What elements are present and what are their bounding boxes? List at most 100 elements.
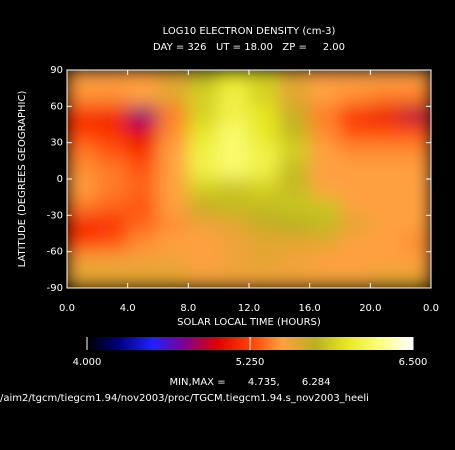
heat-cell (96, 87, 129, 107)
heat-cell (369, 70, 402, 89)
heat-cell (96, 214, 129, 234)
heat-cell (369, 160, 402, 180)
heat-cell (157, 160, 189, 180)
x-tick-label: 12.0 (238, 303, 260, 314)
min-max: MIN,MAX = 4.735, 6.284 (169, 377, 330, 388)
heat-cell (339, 142, 371, 162)
heat-cell (369, 269, 402, 288)
heat-cell (400, 233, 431, 253)
heat-cell (248, 178, 280, 198)
heat-cell (187, 105, 220, 125)
heat-cell (369, 142, 402, 162)
y-tick-label: -90 (47, 283, 63, 294)
heat-cell (67, 70, 98, 89)
heat-cell (400, 178, 431, 198)
heat-cell (157, 124, 189, 144)
heat-cell (218, 178, 250, 198)
heat-cell (309, 233, 341, 253)
chart-title: LOG10 ELECTRON DENSITY (cm-3) (163, 26, 336, 37)
heat-cell (67, 160, 98, 180)
heat-cell (278, 70, 311, 89)
heat-cell (248, 160, 280, 180)
heat-cell (309, 269, 341, 288)
x-tick-label: 20.0 (359, 303, 381, 314)
heat-cell (369, 105, 402, 125)
heat-cell (400, 214, 431, 234)
heat-cell (96, 178, 129, 198)
colorbar-label: 6.500 (399, 357, 428, 368)
heat-cell (339, 178, 371, 198)
x-tick-label: 8.0 (180, 303, 196, 314)
heat-cell (339, 124, 371, 144)
heat-cell (369, 178, 402, 198)
heat-cell (400, 105, 431, 125)
y-tick-label: -60 (47, 247, 63, 258)
heat-cell (339, 70, 371, 89)
heat-cell (369, 124, 402, 144)
heat-cell (127, 269, 159, 288)
heat-cell (278, 178, 311, 198)
x-tick-label: 4.0 (120, 303, 136, 314)
heat-cell (157, 214, 189, 234)
heat-cell (187, 142, 220, 162)
heat-cell (218, 142, 250, 162)
heat-cell (400, 142, 431, 162)
heat-cell (67, 142, 98, 162)
heat-cell (339, 160, 371, 180)
heat-cell (127, 178, 159, 198)
heat-cell (278, 105, 311, 125)
heat-cell (187, 233, 220, 253)
heat-cell (218, 269, 250, 288)
heat-cell (339, 251, 371, 271)
heat-cell (67, 124, 98, 144)
heat-cell (248, 142, 280, 162)
heat-cell (127, 142, 159, 162)
heat-cell (339, 105, 371, 125)
heat-cell (157, 142, 189, 162)
heat-cell (400, 124, 431, 144)
heat-cell (278, 124, 311, 144)
heat-cell (309, 124, 341, 144)
heat-cell (218, 70, 250, 89)
y-tick-label: -30 (47, 210, 63, 221)
heat-cell (157, 178, 189, 198)
heat-cell (278, 251, 311, 271)
heat-cell (400, 251, 431, 271)
heat-cell (187, 124, 220, 144)
heat-cell (218, 105, 250, 125)
heat-cell (127, 87, 159, 107)
heat-cell (309, 160, 341, 180)
heat-cell (67, 251, 98, 271)
heat-cell (187, 70, 220, 89)
heat-cell (218, 196, 250, 216)
heat-cell (67, 214, 98, 234)
x-tick-label: 0.0 (59, 303, 75, 314)
heat-cell (248, 269, 280, 288)
heat-cell (248, 233, 280, 253)
heat-cell (96, 233, 129, 253)
heat-cell (369, 251, 402, 271)
heat-cell (278, 87, 311, 107)
heat-cell (309, 214, 341, 234)
heat-cell (96, 124, 129, 144)
heat-cell (127, 105, 159, 125)
heat-cell (400, 70, 431, 89)
heat-cell (67, 233, 98, 253)
heat-cell (67, 105, 98, 125)
heat-cell (67, 178, 98, 198)
heat-cell (248, 196, 280, 216)
heat-cell (157, 196, 189, 216)
heat-cell (369, 214, 402, 234)
heat-cell (187, 196, 220, 216)
heat-cell (157, 87, 189, 107)
heat-cell (96, 105, 129, 125)
heat-cell (400, 87, 431, 107)
heat-cell (157, 269, 189, 288)
chart-subtitle: DAY = 326 UT = 18.00 ZP = 2.00 (153, 42, 345, 53)
colorbar-label: 4.000 (73, 357, 102, 368)
heat-cell (339, 214, 371, 234)
heat-cell (127, 196, 159, 216)
heat-cell (369, 87, 402, 107)
heat-cell (157, 233, 189, 253)
